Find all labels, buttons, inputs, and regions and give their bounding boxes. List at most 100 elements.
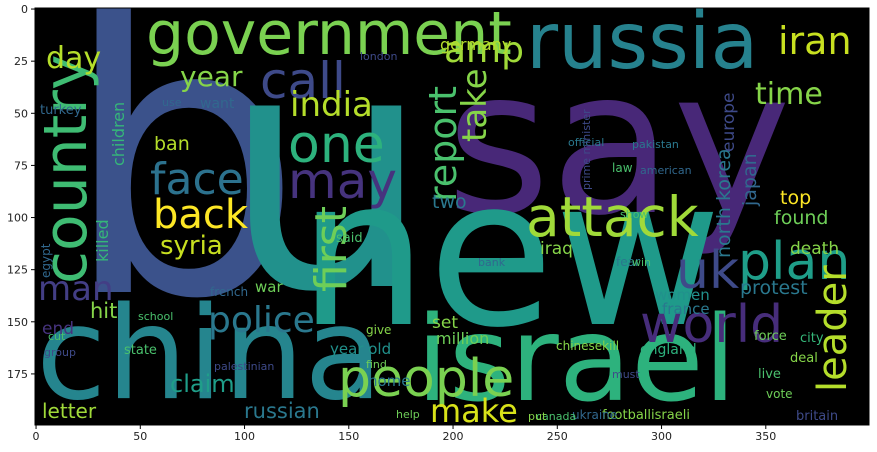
x-tick-label: 250 [547, 430, 568, 443]
word: face [150, 154, 244, 205]
word: iraq [540, 239, 573, 259]
word: russia [526, 0, 758, 87]
word: say [446, 27, 791, 260]
word: police [208, 300, 315, 341]
word: found [774, 207, 828, 229]
word: home [368, 372, 411, 390]
word: must [612, 368, 640, 381]
word: group [44, 346, 76, 359]
word: day [46, 41, 101, 76]
word: japan [739, 153, 761, 207]
y-tick-label: 0 [21, 3, 28, 16]
word: letter [42, 399, 97, 423]
word: germany [440, 35, 511, 54]
word: world [640, 295, 783, 355]
word: war [255, 278, 283, 296]
word: india [290, 85, 373, 125]
word: syria [160, 231, 223, 261]
word: man [38, 269, 114, 309]
word: england [640, 342, 697, 358]
word: use [162, 96, 182, 109]
word: report [421, 86, 465, 202]
word: north korea [713, 148, 735, 258]
word: city [800, 331, 824, 346]
word: protest [740, 277, 808, 299]
word: one [288, 115, 385, 175]
word: palestinian [214, 360, 274, 373]
word: women [655, 286, 710, 304]
word: amp [444, 30, 524, 71]
y-tick-label: 125 [7, 264, 28, 277]
word: ukraine [572, 408, 617, 422]
word: show [620, 208, 648, 221]
word: time [755, 77, 823, 112]
word: want [200, 96, 235, 112]
word: deal [790, 351, 818, 366]
y-tick-label: 100 [7, 212, 28, 225]
word: cut [48, 330, 66, 343]
word: law [612, 161, 633, 175]
word: london [360, 50, 397, 63]
word: force [754, 329, 787, 344]
word: uk [676, 241, 739, 301]
word: new [298, 135, 722, 373]
word: turkey [40, 103, 82, 118]
image-background [35, 8, 869, 425]
word: set [432, 313, 458, 333]
word: people [338, 349, 514, 409]
word: said [336, 231, 363, 246]
word: pakistan [632, 138, 679, 151]
word: plan [738, 232, 850, 292]
y-tick-label: 150 [7, 316, 28, 329]
word: children [109, 102, 128, 166]
word: back [153, 192, 249, 238]
word: canada [536, 410, 576, 423]
word: help [396, 408, 420, 421]
y-tick-label: 50 [14, 107, 28, 120]
word: ban [154, 133, 190, 155]
word: france [662, 300, 710, 318]
x-tick-label: 350 [755, 430, 776, 443]
word: russian [244, 399, 320, 423]
word: million [436, 329, 489, 348]
word: egypt [39, 243, 53, 278]
word: b [62, 0, 303, 382]
word: government [146, 0, 512, 69]
x-tick-label: 300 [651, 430, 672, 443]
word: find [366, 358, 387, 371]
word: fear [616, 255, 640, 269]
word: leader [810, 265, 856, 392]
word: death [790, 239, 839, 259]
word: europe [719, 93, 739, 153]
word: first [306, 206, 357, 292]
word: official [568, 136, 604, 149]
word: bank [478, 256, 506, 269]
x-tick-label: 50 [133, 430, 147, 443]
word: claim [170, 370, 235, 398]
word: two [432, 191, 467, 213]
axes: 0 50 100 150 200 250 300 350 0 25 50 75 100 125 150 175 [7, 3, 776, 443]
word: french [210, 285, 248, 299]
x-tick-label: 150 [338, 430, 359, 443]
word: put [528, 410, 547, 423]
word: prime minister [580, 109, 593, 190]
word: live [758, 367, 781, 382]
y-tick-label: 175 [7, 368, 28, 381]
word: win [632, 256, 651, 269]
word: take [455, 68, 495, 142]
word: footballisraeli [602, 408, 690, 423]
y-tick-label: 75 [14, 159, 28, 172]
word: killed [93, 219, 112, 262]
word: hit [90, 299, 117, 323]
word: iran [778, 19, 852, 63]
word: year old [330, 340, 391, 358]
word: american [640, 164, 692, 177]
x-tick-label: 0 [33, 430, 40, 443]
word: give [366, 323, 391, 337]
word: country [31, 55, 101, 284]
word: chinesekill [556, 339, 619, 353]
word: u [222, 0, 431, 364]
word: school [138, 310, 173, 323]
